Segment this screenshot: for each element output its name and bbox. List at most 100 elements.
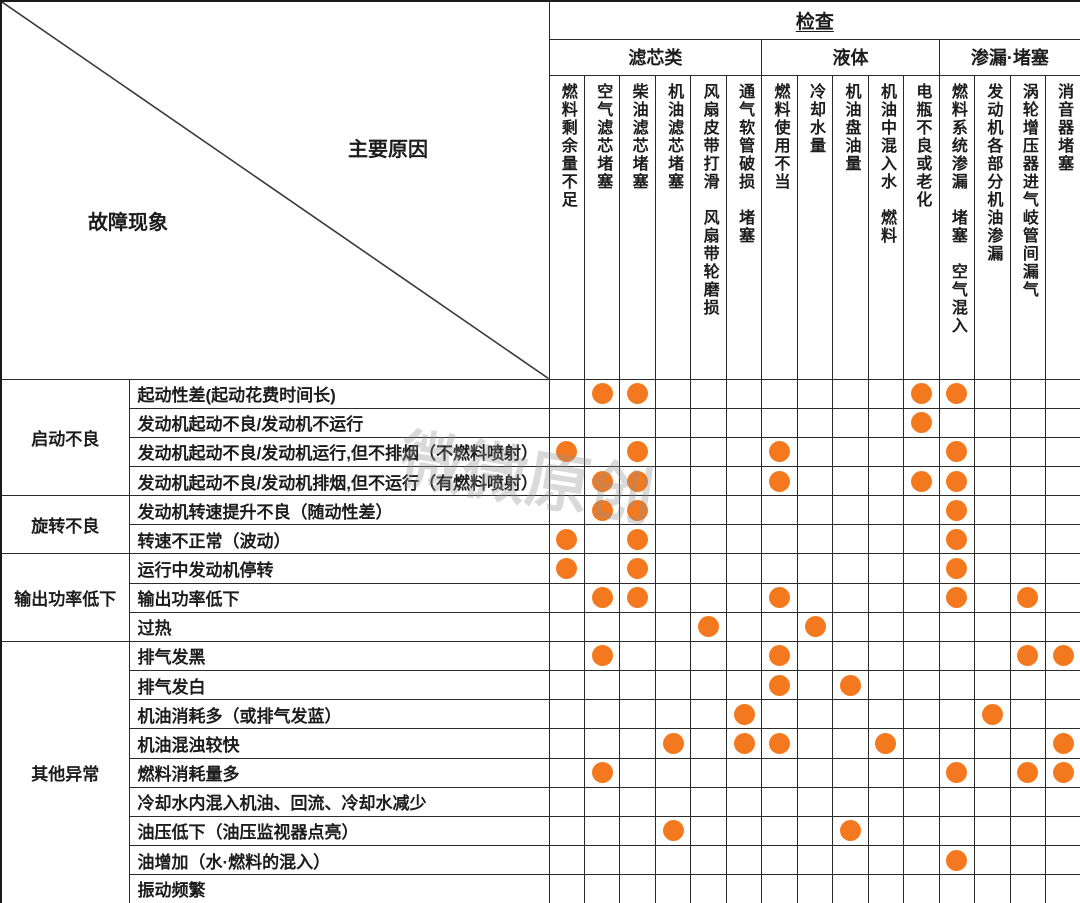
matrix-cell bbox=[796, 874, 834, 903]
matrix-cell bbox=[619, 495, 656, 526]
matrix-cell bbox=[1045, 495, 1080, 526]
check-dot bbox=[591, 762, 613, 784]
matrix-cell bbox=[548, 553, 585, 584]
matrix-cell bbox=[938, 611, 976, 642]
fault-row: 排气发白 bbox=[1, 670, 1080, 701]
check-dot bbox=[733, 703, 755, 725]
matrix-cell bbox=[1009, 407, 1047, 438]
matrix-cell bbox=[832, 611, 869, 642]
matrix-cell bbox=[725, 757, 763, 788]
matrix-cell bbox=[1045, 436, 1080, 467]
fault-row-label: 排气发黑 bbox=[128, 640, 550, 672]
matrix-cell bbox=[619, 874, 656, 903]
check-dot bbox=[591, 499, 613, 521]
matrix-cell bbox=[903, 524, 940, 555]
matrix-cell bbox=[619, 815, 656, 847]
matrix-cell bbox=[654, 670, 692, 701]
matrix-cell bbox=[583, 786, 621, 817]
fault-row-label: 发动机转速提升不良（随动性差） bbox=[128, 495, 550, 526]
fault-row: 其他异常 排气发黑 bbox=[0, 640, 1080, 903]
matrix-cell bbox=[690, 465, 727, 497]
matrix-cell bbox=[938, 495, 976, 526]
matrix-cell bbox=[583, 757, 621, 788]
matrix-cell bbox=[761, 699, 798, 730]
matrix-cell bbox=[619, 786, 656, 817]
matrix-cell bbox=[725, 786, 763, 817]
matrix-cell bbox=[654, 640, 692, 672]
matrix-cell bbox=[938, 524, 976, 555]
check-group-header-2: 液体 bbox=[761, 38, 940, 76]
matrix-cell bbox=[761, 728, 798, 759]
matrix-cell bbox=[654, 699, 692, 730]
matrix-cell bbox=[619, 407, 656, 438]
matrix-cell bbox=[974, 465, 1011, 497]
fault-row-label: 排气发白 bbox=[128, 670, 550, 701]
matrix-cell bbox=[903, 815, 940, 847]
matrix-cell bbox=[1045, 407, 1080, 438]
matrix-cell bbox=[548, 640, 585, 672]
matrix-cell bbox=[1009, 611, 1047, 642]
matrix-cell bbox=[1009, 815, 1047, 847]
matrix-cell bbox=[867, 553, 905, 584]
matrix-cell bbox=[761, 874, 798, 903]
matrix-cell bbox=[690, 874, 727, 903]
matrix-cell bbox=[690, 699, 727, 730]
matrix-cell bbox=[974, 436, 1011, 467]
matrix-cell bbox=[832, 465, 869, 497]
matrix-cell bbox=[690, 407, 727, 438]
matrix-cell bbox=[725, 553, 763, 584]
check-dot bbox=[946, 849, 968, 871]
matrix-cell bbox=[867, 582, 905, 613]
matrix-cell bbox=[548, 786, 585, 817]
matrix-cell bbox=[690, 553, 727, 584]
check-column-header-text: 消音器堵塞 bbox=[1055, 82, 1073, 173]
check-dot bbox=[627, 441, 649, 463]
check-column-header-text: 柴油滤芯堵塞 bbox=[629, 82, 647, 191]
check-column-header-8: 冷却水量 bbox=[796, 74, 834, 380]
matrix-cell bbox=[796, 786, 834, 817]
matrix-cell bbox=[583, 378, 621, 409]
matrix-cell bbox=[690, 786, 727, 817]
matrix-cell bbox=[796, 436, 834, 467]
fault-row: 机油混浊较快 bbox=[1, 728, 1080, 759]
check-dot bbox=[946, 528, 968, 550]
matrix-cell bbox=[548, 815, 585, 847]
matrix-cell bbox=[619, 699, 656, 730]
matrix-cell bbox=[583, 524, 621, 555]
check-dot bbox=[591, 470, 613, 492]
check-dot bbox=[627, 383, 649, 405]
matrix-cell bbox=[903, 699, 940, 730]
matrix-cell bbox=[938, 582, 976, 613]
matrix-cell bbox=[725, 495, 763, 526]
matrix-cell bbox=[654, 465, 692, 497]
matrix-cell bbox=[832, 495, 869, 526]
matrix-cell bbox=[583, 582, 621, 613]
matrix-cell bbox=[938, 699, 976, 730]
matrix-cell bbox=[796, 407, 834, 438]
matrix-cell bbox=[761, 436, 798, 467]
matrix-cell bbox=[654, 815, 692, 847]
fault-row: 机油消耗多（或排气发蓝） bbox=[1, 699, 1080, 730]
fault-row-label: 燃料消耗量多 bbox=[128, 757, 550, 788]
matrix-cell bbox=[654, 553, 692, 584]
matrix-cell bbox=[548, 524, 585, 555]
fault-row: 输出功率低下 运行中发动机停转 bbox=[0, 553, 1080, 642]
matrix-cell bbox=[725, 436, 763, 467]
check-dot bbox=[627, 499, 649, 521]
matrix-cell bbox=[974, 815, 1011, 847]
matrix-cell bbox=[974, 640, 1011, 672]
fault-row: 输出功率低下 bbox=[1, 582, 1080, 613]
check-dot bbox=[591, 383, 613, 405]
matrix-cell bbox=[867, 378, 905, 409]
matrix-cell bbox=[832, 815, 869, 847]
matrix-cell bbox=[903, 728, 940, 759]
matrix-cell bbox=[974, 786, 1011, 817]
matrix-cell bbox=[903, 757, 940, 788]
matrix-cell bbox=[938, 757, 976, 788]
matrix-cell bbox=[832, 844, 869, 876]
matrix-cell bbox=[619, 553, 656, 584]
matrix-cell bbox=[654, 495, 692, 526]
matrix-cell bbox=[690, 495, 727, 526]
check-dot bbox=[662, 820, 684, 842]
